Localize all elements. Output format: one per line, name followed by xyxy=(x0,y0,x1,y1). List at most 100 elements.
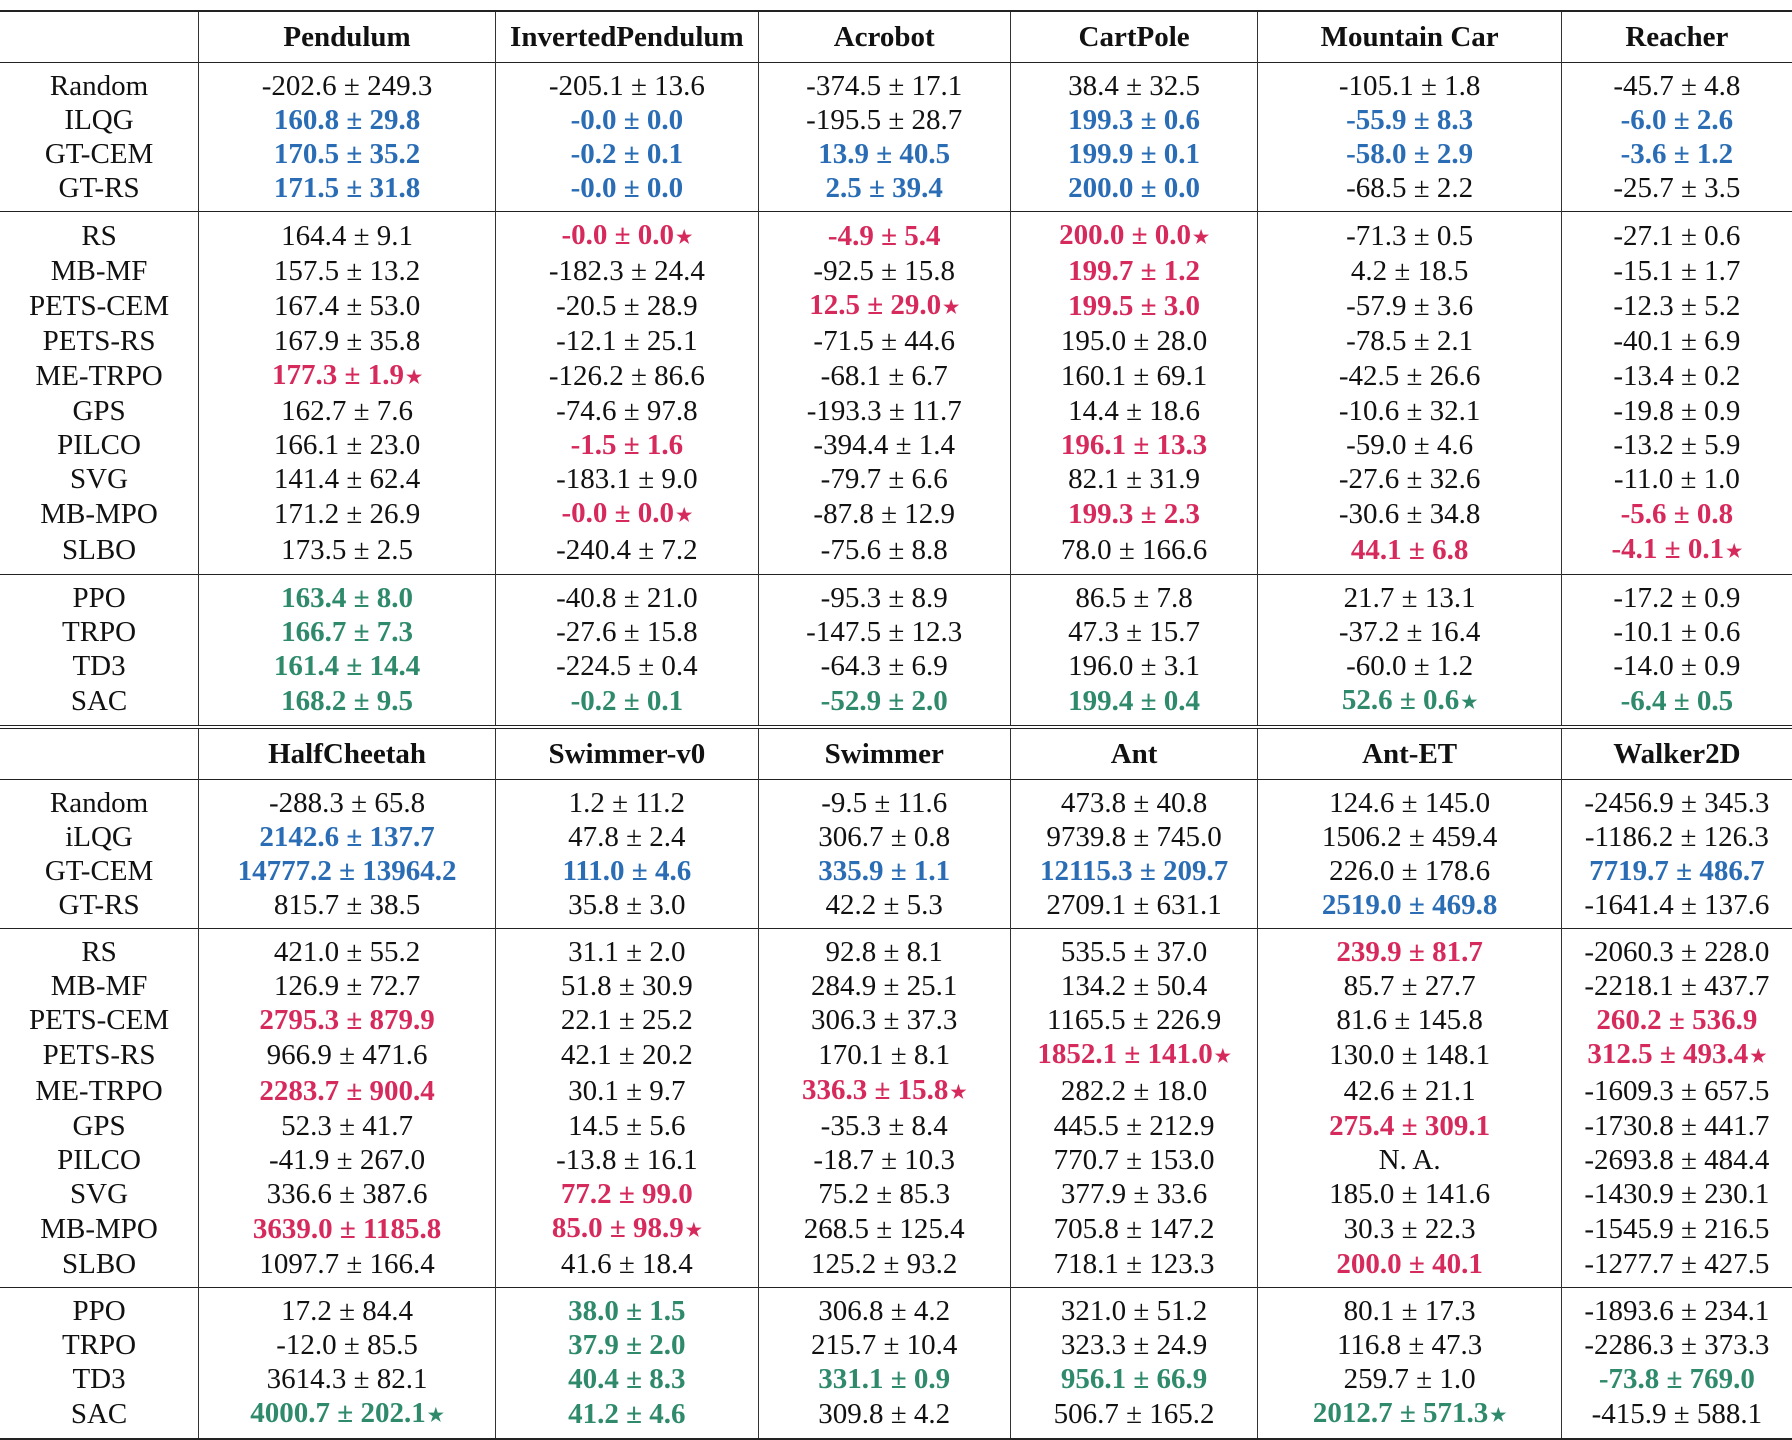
result-cell: 9739.8 ± 745.0 xyxy=(1009,820,1258,854)
result-cell: 199.3 ± 2.3 xyxy=(1009,496,1258,532)
result-value: -59.0 ± 4.6 xyxy=(1346,429,1474,461)
table-row: GT-CEM 170.5 ± 35.2 -0.2 ± 0.1 13.9 ± 40.5 1… xyxy=(0,137,1792,171)
result-value: 31.1 ± 2.0 xyxy=(568,936,686,968)
result-cell: 14777.2 ± 13964.2 xyxy=(198,854,496,888)
result-cell: -147.5 ± 12.3 xyxy=(757,615,1011,649)
result-cell: -40.8 ± 21.0 xyxy=(495,574,759,615)
result-cell: 815.7 ± 38.5 xyxy=(198,888,496,929)
result-cell: -30.6 ± 34.8 xyxy=(1257,496,1562,532)
result-value: 52.3 ± 41.7 xyxy=(281,1110,414,1142)
result-value: -20.5 ± 28.9 xyxy=(556,290,698,322)
result-value: -11.0 ± 1.0 xyxy=(1613,463,1740,495)
result-cell: 7719.7 ± 486.7 xyxy=(1560,854,1792,888)
result-value: 38.0 ± 1.5 xyxy=(568,1295,686,1327)
result-cell: -6.4 ± 0.5 xyxy=(1560,683,1792,727)
result-cell: 111.0 ± 4.6 xyxy=(495,854,759,888)
result-cell: 2795.3 ± 879.9 xyxy=(198,1003,496,1037)
result-value: -57.9 ± 3.6 xyxy=(1346,290,1474,322)
result-cell: -1277.7 ± 427.5 xyxy=(1560,1247,1792,1288)
result-value: 13.9 ± 40.5 xyxy=(818,138,951,170)
result-cell: 1506.2 ± 459.4 xyxy=(1257,820,1562,854)
result-value: 956.1 ± 66.9 xyxy=(1060,1363,1208,1395)
result-value: 12115.3 ± 209.7 xyxy=(1039,855,1229,887)
result-value: -27.6 ± 32.6 xyxy=(1338,463,1481,495)
result-cell: 2283.7 ± 900.4 xyxy=(198,1073,496,1109)
result-cell: 161.4 ± 14.4 xyxy=(198,649,496,683)
result-value: -45.7 ± 4.8 xyxy=(1613,70,1741,102)
result-value: -64.3 ± 6.9 xyxy=(820,650,948,682)
result-value: 321.0 ± 51.2 xyxy=(1060,1295,1208,1327)
result-value: 336.6 ± 387.6 xyxy=(266,1178,428,1210)
result-value: 78.0 ± 166.6 xyxy=(1060,534,1208,566)
result-cell: -9.5 ± 11.6 xyxy=(757,779,1011,820)
result-cell: 177.3 ± 1.9 ★ xyxy=(198,358,496,394)
result-value: 309.8 ± 4.2 xyxy=(818,1398,951,1430)
result-cell: 126.9 ± 72.7 xyxy=(198,969,496,1003)
result-value: 306.8 ± 4.2 xyxy=(818,1295,951,1327)
result-value: -27.1 ± 0.6 xyxy=(1613,220,1741,252)
result-cell: 170.5 ± 35.2 xyxy=(198,137,496,171)
result-value: -0.0 ± 0.0 xyxy=(570,104,684,136)
best-overall-star-icon: ★ xyxy=(943,297,960,317)
result-cell: 336.6 ± 387.6 xyxy=(198,1177,496,1211)
result-value: 167.9 ± 35.8 xyxy=(273,325,421,357)
result-value: 185.0 ± 141.6 xyxy=(1329,1178,1491,1210)
result-value: 705.8 ± 147.2 xyxy=(1053,1213,1215,1245)
method-name: MB-MF xyxy=(50,255,148,287)
result-cell: 445.5 ± 212.9 xyxy=(1009,1109,1258,1143)
result-cell: 770.7 ± 153.0 xyxy=(1009,1143,1258,1177)
table-row: PETS-RS 966.9 ± 471.6 42.1 ± 20.2 170.1 ± 8… xyxy=(0,1037,1792,1073)
result-value: 196.1 ± 13.3 xyxy=(1060,429,1208,461)
result-cell: 51.8 ± 30.9 xyxy=(495,969,759,1003)
result-cell: 166.1 ± 23.0 xyxy=(198,428,496,462)
result-value: -182.3 ± 24.4 xyxy=(548,255,705,287)
result-cell: 116.8 ± 47.3 xyxy=(1257,1328,1562,1362)
result-value: 85.0 ± 98.9 ★ xyxy=(551,1212,702,1244)
result-cell: -87.8 ± 12.9 xyxy=(757,496,1011,532)
result-value: 47.8 ± 2.4 xyxy=(568,821,686,853)
result-cell: 41.6 ± 18.4 xyxy=(495,1247,759,1288)
result-cell: 21.7 ± 13.1 xyxy=(1257,574,1562,615)
result-value: 160.8 ± 29.8 xyxy=(273,104,421,136)
result-cell: -25.7 ± 3.5 xyxy=(1560,171,1792,212)
result-value: 4000.7 ± 202.1 ★ xyxy=(250,1397,444,1429)
result-cell: 1097.7 ± 166.4 xyxy=(198,1247,496,1288)
table-row: SAC 4000.7 ± 202.1 ★ 41.2 ± 4.6 309.8 ± 4.2 5… xyxy=(0,1396,1792,1440)
result-value: 199.9 ± 0.1 xyxy=(1068,138,1201,170)
result-value: -68.5 ± 2.2 xyxy=(1346,172,1474,204)
method-name: PPO xyxy=(0,1287,199,1328)
result-value: 2709.1 ± 631.1 xyxy=(1046,889,1222,921)
result-value: -15.1 ± 1.7 xyxy=(1613,255,1741,287)
table-row: SVG 141.4 ± 62.4 -183.1 ± 9.0 -79.7 ± 6.6 82… xyxy=(0,462,1792,496)
result-value: 1.2 ± 11.2 xyxy=(568,787,686,819)
result-value: 164.4 ± 9.1 xyxy=(281,220,414,252)
method-name: SVG xyxy=(70,1178,129,1210)
result-cell: 4.2 ± 18.5 xyxy=(1257,254,1562,288)
result-value: -2060.3 ± 228.0 xyxy=(1584,936,1770,968)
result-value: 2012.7 ± 571.3 ★ xyxy=(1312,1397,1507,1429)
table-row: MB-MF 126.9 ± 72.7 51.8 ± 30.9 284.9 ± 25.1… xyxy=(0,969,1792,1003)
result-cell: -17.2 ± 0.9 xyxy=(1560,574,1792,615)
result-value: 81.6 ± 145.8 xyxy=(1336,1004,1483,1036)
result-value: -0.0 ± 0.0 ★ xyxy=(561,497,693,529)
result-value: -1893.6 ± 234.1 xyxy=(1584,1295,1770,1327)
header-row: HalfCheetah Swimmer-v0 Swimmer Ant Ant-ET Wal… xyxy=(0,725,1792,780)
result-cell: N. A. xyxy=(1257,1143,1562,1177)
result-cell: -13.8 ± 16.1 xyxy=(495,1143,759,1177)
table-row: MB-MF 157.5 ± 13.2 -182.3 ± 24.4 -92.5 ± 15… xyxy=(0,254,1792,288)
result-cell: 275.4 ± 309.1 xyxy=(1257,1109,1562,1143)
result-cell: 12115.3 ± 209.7 xyxy=(1009,854,1258,888)
result-value: -58.0 ± 2.9 xyxy=(1346,138,1474,170)
best-overall-star-icon: ★ xyxy=(676,505,693,525)
result-value: 770.7 ± 153.0 xyxy=(1053,1144,1215,1176)
result-value: -12.0 ± 85.5 xyxy=(276,1329,418,1361)
result-cell: -15.1 ± 1.7 xyxy=(1560,254,1792,288)
result-value: -394.4 ± 1.4 xyxy=(813,429,955,461)
result-value: -17.2 ± 0.9 xyxy=(1613,582,1741,614)
result-cell: -73.8 ± 769.0 xyxy=(1560,1362,1792,1396)
result-cell: -60.0 ± 1.2 xyxy=(1257,649,1562,683)
method-name: ILQG xyxy=(64,104,134,136)
result-value: 260.2 ± 536.9 xyxy=(1596,1004,1758,1036)
result-value: 2795.3 ± 879.9 xyxy=(259,1004,435,1036)
result-value: 17.2 ± 84.4 xyxy=(281,1295,414,1327)
